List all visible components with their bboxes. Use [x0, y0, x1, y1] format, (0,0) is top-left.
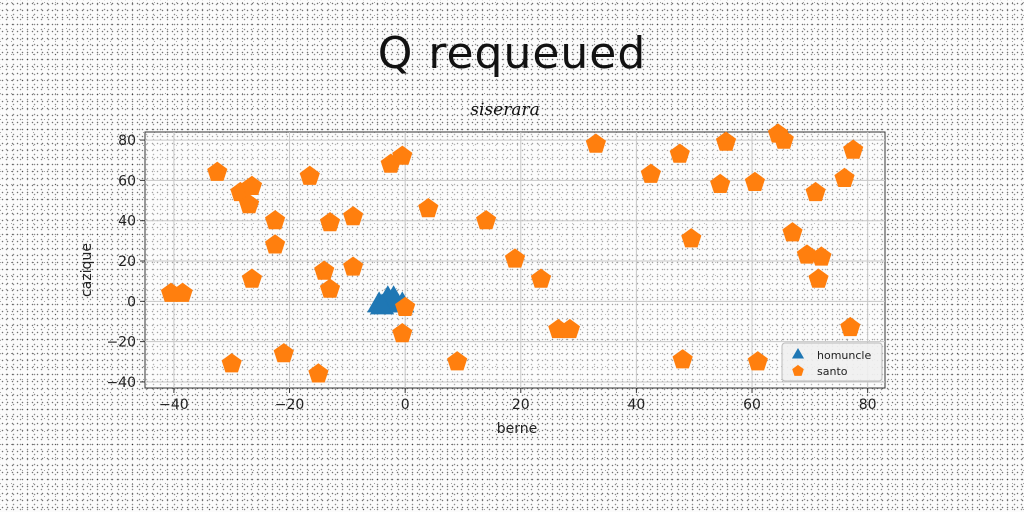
legend: homuncle santo [782, 343, 882, 381]
y-axis-label: cazique [79, 243, 95, 297]
legend-label-homuncle: homuncle [817, 349, 871, 362]
y-axis-ticks: −40 −20 0 20 40 60 80 [106, 133, 145, 391]
x-tick-label: 60 [743, 397, 761, 413]
y-tick-label: 20 [118, 254, 136, 270]
x-tick-label: 80 [859, 397, 877, 413]
x-axis-ticks: −40 −20 0 20 40 60 80 [159, 388, 876, 413]
y-tick-label: −40 [106, 375, 136, 391]
x-tick-label: 40 [627, 397, 645, 413]
legend-label-santo: santo [817, 365, 848, 378]
x-axis-label: berne [497, 421, 538, 437]
plot-area: −40 −20 0 20 40 60 80 −40 −20 0 20 40 60 80 [106, 124, 885, 413]
y-tick-label: 40 [118, 214, 136, 230]
y-tick-label: −20 [106, 335, 136, 351]
y-tick-label: 60 [118, 173, 136, 189]
x-tick-label: 20 [512, 397, 530, 413]
x-tick-label: −20 [275, 397, 305, 413]
y-tick-label: 80 [118, 133, 136, 149]
x-tick-label: −40 [159, 397, 189, 413]
y-tick-label: 0 [127, 294, 136, 310]
x-tick-label: 0 [401, 397, 410, 413]
